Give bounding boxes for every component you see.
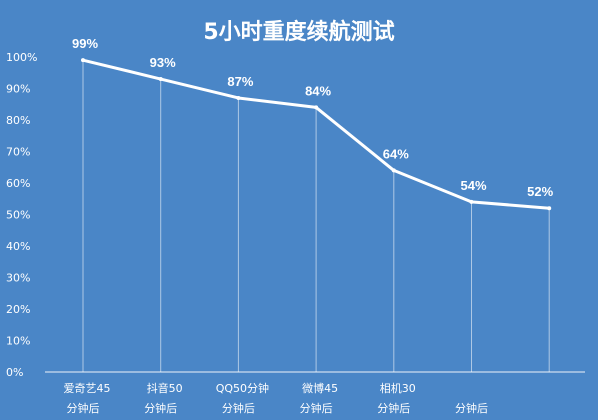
data-label: 52% [527,184,553,199]
data-label: 93% [150,55,176,70]
data-label: 84% [305,83,331,98]
x-tick-label: 分钟后 [144,401,177,415]
data-label: 54% [460,178,486,193]
y-tick-label: 20% [6,303,30,316]
x-tick-label: 抖音50 [147,381,183,395]
data-label: 64% [383,146,409,161]
chart-title: 5小时重度续航测试 [203,20,395,45]
data-point [314,105,319,110]
x-tick-label: 微博45 [302,381,338,395]
x-tick-label: QQ50分钟 [216,381,269,395]
y-tick-label: 0% [6,366,23,379]
y-tick-label: 90% [6,83,30,96]
data-point [236,95,241,100]
data-point [469,199,474,204]
data-point [547,206,552,211]
x-tick-label: 分钟后 [222,401,255,415]
y-tick-label: 70% [6,146,30,159]
data-point [158,77,163,82]
y-tick-label: 30% [6,272,30,285]
x-tick-label: 分钟后 [455,401,488,415]
x-tick-label: 分钟后 [67,401,100,415]
y-tick-label: 50% [6,209,30,222]
data-label: 87% [227,74,253,89]
y-tick-label: 60% [6,177,30,190]
data-point [81,58,85,63]
x-tick-label: 分钟后 [377,401,410,415]
x-tick-label: 相机30 [380,381,416,395]
y-tick-label: 40% [6,240,30,253]
y-tick-label: 80% [6,114,30,127]
x-tick-label: 爱奇艺45 [64,382,111,395]
data-point [391,168,396,173]
x-tick-label: 分钟后 [300,401,333,415]
y-tick-label: 100% [6,51,37,64]
y-tick-label: 10% [6,335,30,348]
data-label: 99% [72,36,98,51]
